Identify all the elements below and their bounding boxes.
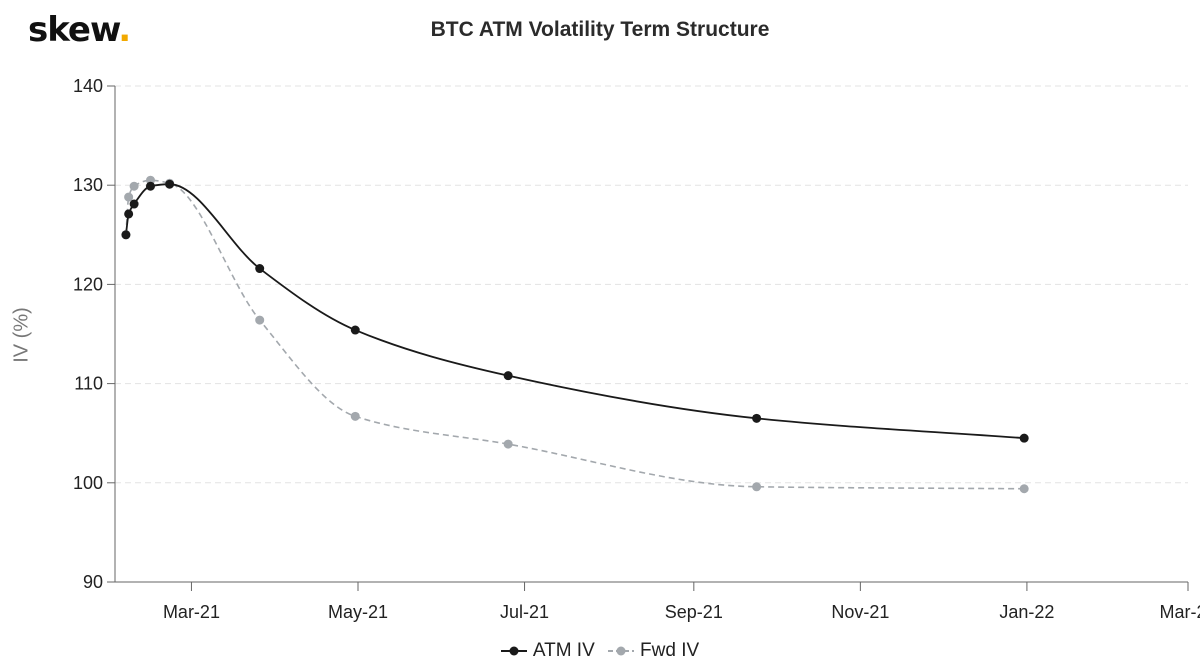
- x-tick-label: Nov-21: [831, 602, 889, 622]
- data-point-atm-iv: [350, 325, 360, 335]
- y-tick-label: 120: [73, 274, 103, 294]
- chart-plot: 90 100 110 120 130 140 Mar-21 May-21 Jul-21 Sep-…: [73, 76, 1200, 622]
- data-point-atm-iv: [752, 413, 762, 423]
- data-point-fwd-iv: [124, 192, 134, 202]
- x-tick-label: Jan-22: [999, 602, 1054, 622]
- x-tick-label: May-21: [328, 602, 388, 622]
- y-tick-label: 140: [73, 76, 103, 96]
- data-point-atm-iv: [255, 264, 265, 274]
- data-point-fwd-iv: [129, 181, 139, 191]
- legend-label-atm-iv: ATM IV: [532, 640, 595, 661]
- series-line-atm-iv: [125, 183, 1025, 440]
- data-point-fwd-iv: [1019, 484, 1029, 494]
- logo-text: skew: [28, 10, 119, 50]
- legend-label-fwd-iv: Fwd IV: [640, 640, 700, 661]
- data-point-atm-iv: [503, 371, 513, 381]
- data-point-atm-iv: [165, 179, 175, 189]
- series-points: [121, 175, 1029, 494]
- skew-logo: skew.: [28, 10, 131, 50]
- legend-item-atm-iv[interactable]: ATM IV: [500, 640, 595, 662]
- series-line-fwd-iv: [125, 179, 1025, 490]
- data-point-atm-iv: [124, 209, 134, 219]
- legend-marker-atm-iv: [500, 646, 527, 656]
- x-ticks: Mar-21 May-21 Jul-21 Sep-21 Nov-21 Jan-22 Mar-…: [163, 582, 1200, 622]
- data-point-atm-iv: [145, 181, 155, 191]
- chart-title: BTC ATM Volatility Term Structure: [430, 18, 770, 41]
- y-tick-label: 130: [73, 175, 103, 195]
- y-tick-label: 110: [74, 374, 103, 394]
- legend: ATM IV Fwd IV: [0, 640, 1200, 664]
- data-point-fwd-iv: [255, 315, 265, 325]
- y-ticks: 90 100 110 120 130 140: [73, 76, 115, 592]
- data-point-atm-iv: [121, 230, 131, 240]
- data-point-fwd-iv: [350, 411, 360, 421]
- logo-dot: .: [118, 10, 131, 50]
- series-lines: [125, 179, 1025, 490]
- data-point-atm-iv: [1019, 433, 1029, 443]
- x-tick-label: Jul-21: [500, 602, 549, 622]
- x-tick-label: Mar-21: [163, 602, 220, 622]
- y-tick-label: 90: [83, 572, 103, 592]
- data-point-fwd-iv: [503, 439, 513, 449]
- y-tick-label: 100: [73, 473, 103, 493]
- data-point-atm-iv: [129, 199, 139, 209]
- x-tick-label: Sep-21: [665, 602, 723, 622]
- x-tick-label: Mar-22: [1159, 602, 1200, 622]
- axes: [114, 86, 1188, 583]
- legend-item-fwd-iv[interactable]: Fwd IV: [608, 640, 699, 662]
- data-point-fwd-iv: [752, 482, 762, 492]
- grid-lines: [115, 85, 1188, 484]
- legend-marker-fwd-iv: [608, 646, 635, 656]
